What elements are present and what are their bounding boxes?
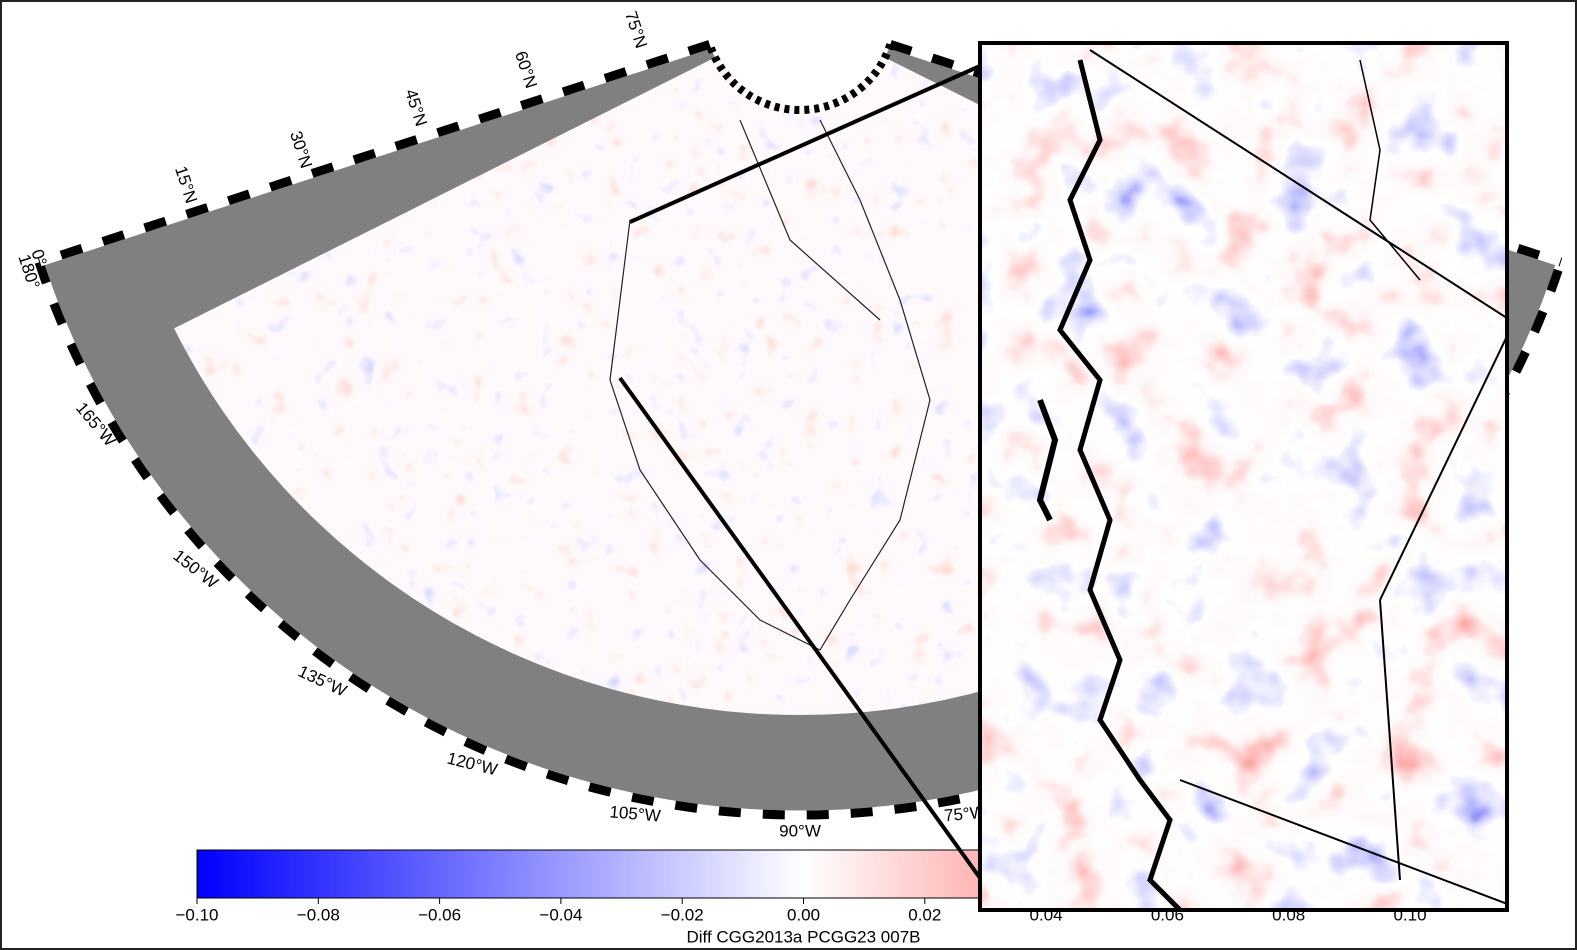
- colorbar-tick-label: 0.00: [787, 905, 820, 924]
- colorbar-tick-label: −0.06: [418, 905, 461, 924]
- colorbar-tick-label: 0.02: [908, 905, 941, 924]
- colorbar-tick-label: −0.10: [175, 905, 218, 924]
- colorbar-label: Diff CGG2013a PCGG23 007B: [686, 927, 920, 946]
- colorbar-tick-label: −0.02: [661, 905, 704, 924]
- colorbar-tick-label: −0.08: [297, 905, 340, 924]
- inset-field: [980, 43, 1507, 910]
- colorbar-tick-label: −0.04: [539, 905, 582, 924]
- longitude-label: 90°W: [779, 821, 821, 840]
- figure: 0°15°N30°N45°N60°N75°N180°165°W150°W135°…: [0, 0, 1577, 950]
